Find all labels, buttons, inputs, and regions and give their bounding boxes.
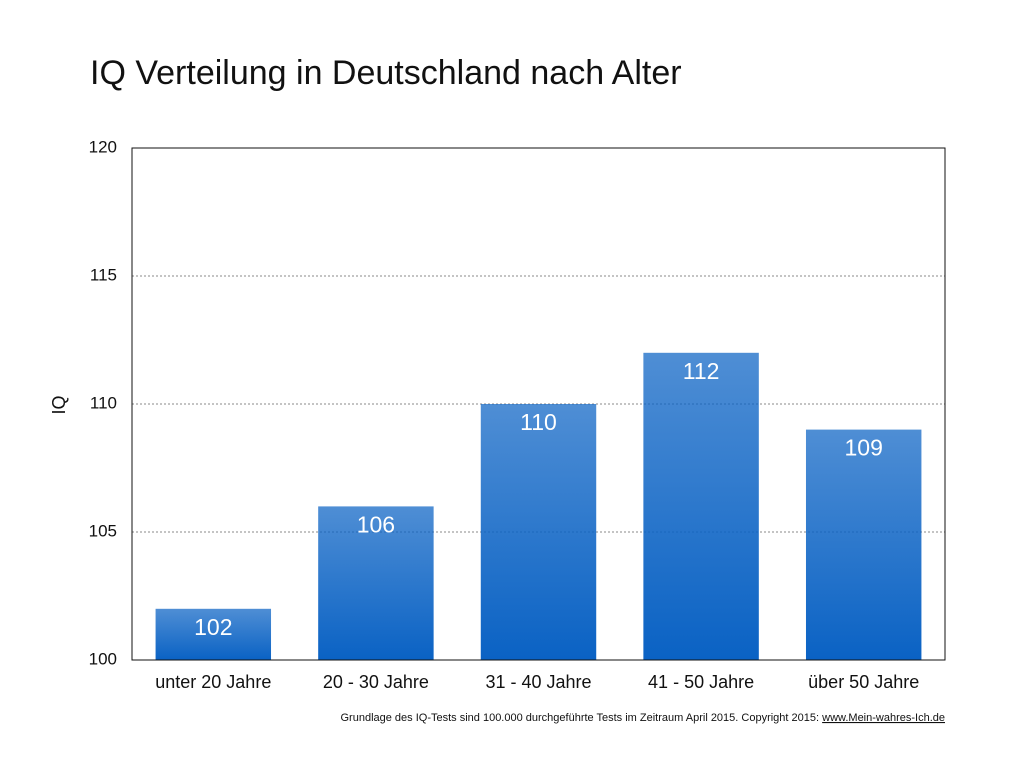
y-tick-label: 105 (89, 521, 117, 540)
bar (643, 352, 759, 660)
source-link: www.Mein-wahres-Ich.de (821, 712, 945, 724)
value-label: 110 (520, 409, 557, 435)
x-tick-label: über 50 Jahre (808, 672, 919, 692)
value-label: 102 (194, 614, 232, 640)
y-tick-label: 115 (90, 265, 117, 284)
y-tick-label: 120 (89, 137, 117, 156)
bar (155, 608, 272, 660)
y-tick-label: 110 (90, 393, 117, 412)
bar (480, 404, 597, 660)
bar (318, 506, 434, 660)
value-label: 112 (683, 358, 720, 384)
note: Grundlage des IQ-Tests sind 100.000 durc… (341, 712, 823, 724)
bar (805, 429, 922, 660)
plot-frame (131, 147, 946, 661)
value-label: 106 (357, 511, 395, 537)
x-tick-label: unter 20 Jahre (155, 672, 271, 692)
x-tick-label: 20 - 30 Jahre (323, 672, 429, 692)
x-tick-label: 31 - 40 Jahre (485, 672, 591, 692)
y-tick-label: 100 (89, 649, 117, 668)
chart-title: IQ Verteilung in Deutschland nach Alter (90, 54, 682, 92)
y-axis-label: IQ (49, 395, 69, 414)
value-label: 109 (845, 435, 883, 461)
footnote: Grundlage des IQ-Tests sind 100.000 durc… (341, 712, 946, 724)
x-tick-label: 41 - 50 Jahre (648, 672, 754, 692)
